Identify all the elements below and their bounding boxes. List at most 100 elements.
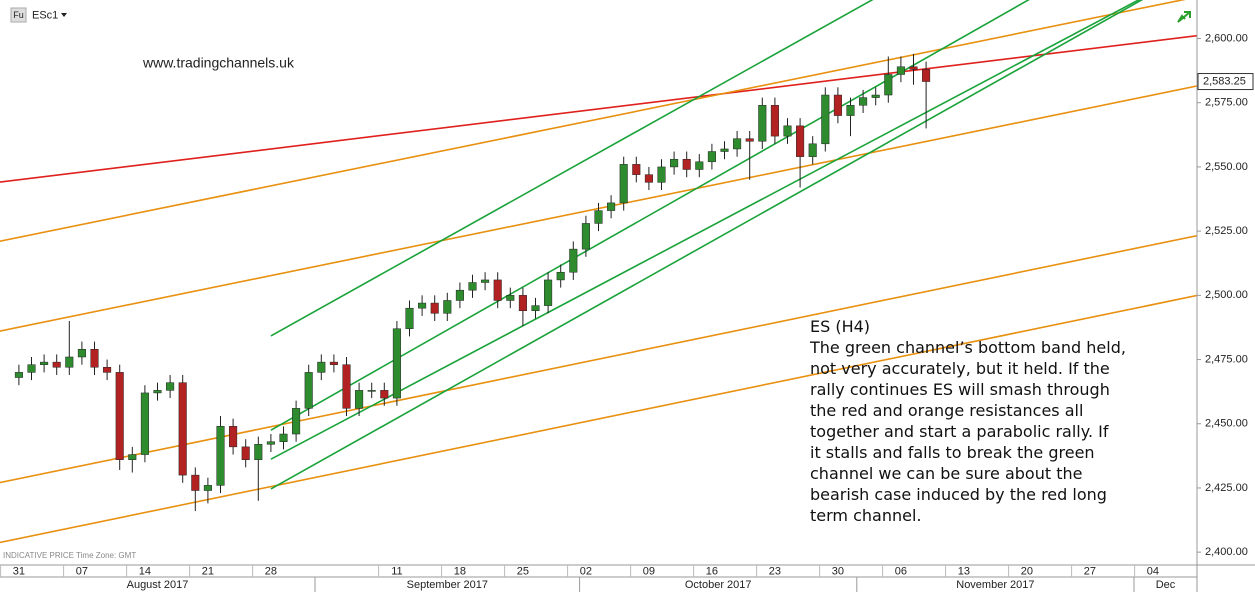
- x-tick-label: 28: [265, 565, 277, 577]
- y-tick-label: 2,475.00: [1205, 353, 1248, 365]
- x-tick-label: 16: [706, 565, 718, 577]
- candle-body: [14, 372, 23, 378]
- x-tick-label: 07: [76, 565, 88, 577]
- candle-body: [443, 300, 452, 314]
- annotation-line: bearish case induced by the red long: [810, 485, 1107, 504]
- candle-body: [166, 382, 175, 391]
- candle-body: [203, 485, 212, 491]
- candle-body: [140, 392, 149, 455]
- candle-body: [279, 433, 288, 442]
- candle-body: [518, 295, 527, 312]
- candle-body: [783, 125, 792, 137]
- trend-icon[interactable]: [1177, 11, 1191, 23]
- candle-body: [241, 446, 250, 460]
- x-tick-label: 30: [832, 565, 844, 577]
- candle-body: [405, 307, 414, 329]
- candle-body: [544, 279, 553, 306]
- website: www.tradingchannels.uk: [142, 55, 295, 71]
- x-tick-label: 09: [643, 565, 655, 577]
- x-tick-label: 18: [454, 565, 466, 577]
- candle-body: [128, 454, 137, 460]
- y-tick-label: 2,500.00: [1205, 289, 1248, 301]
- candle-body: [216, 426, 225, 486]
- candle-body: [682, 158, 691, 170]
- candle-body: [859, 97, 868, 106]
- month-label: October 2017: [685, 579, 752, 591]
- candle-body: [607, 202, 616, 211]
- x-tick-label: 27: [1084, 565, 1096, 577]
- candle-body: [191, 474, 200, 491]
- dropdown-arrow[interactable]: [61, 13, 67, 17]
- candle-body: [392, 328, 401, 399]
- candle-body: [52, 361, 61, 368]
- trendline: [0, 234, 1197, 484]
- trendline: [270, 0, 1030, 431]
- candle-body: [103, 367, 112, 373]
- candle-body: [581, 223, 590, 250]
- trendline: [270, 0, 1144, 490]
- last-price-label: 2,583.25: [1203, 75, 1246, 87]
- candle-body: [896, 66, 905, 75]
- candle-body: [644, 174, 653, 183]
- candle-body: [329, 361, 338, 365]
- candle-body: [531, 305, 540, 312]
- candle-body: [430, 302, 439, 314]
- month-label: Dec: [1156, 579, 1176, 591]
- candle-body: [833, 94, 842, 116]
- candle-body: [670, 158, 679, 168]
- candle-body: [657, 166, 666, 183]
- symbol[interactable]: ESc1: [32, 9, 58, 21]
- annotation-line: The green channel’s bottom band held,: [809, 338, 1126, 357]
- candle-body: [695, 161, 704, 170]
- candle-body: [304, 372, 313, 409]
- y-tick-label: 2,425.00: [1205, 482, 1248, 494]
- annotation-line: channel we can be sure about the: [810, 464, 1082, 483]
- y-tick-label: 2,575.00: [1205, 97, 1248, 109]
- badge: Fu: [13, 10, 24, 20]
- annotation-line: it stalls and falls to break the green: [810, 443, 1095, 462]
- candle-body: [796, 125, 805, 157]
- candle-body: [380, 390, 389, 399]
- x-tick-label: 04: [1147, 565, 1159, 577]
- candle-body: [821, 94, 830, 145]
- x-tick-label: 14: [139, 565, 151, 577]
- candle-body: [808, 143, 817, 157]
- month-label: August 2017: [127, 579, 189, 591]
- badge-box[interactable]: [10, 7, 27, 23]
- candle-body: [556, 271, 565, 281]
- y-tick-label: 2,400.00: [1205, 546, 1248, 558]
- candle-body: [367, 390, 376, 392]
- candle-body: [292, 408, 301, 435]
- candle-body: [317, 361, 326, 373]
- candle-body: [594, 210, 603, 224]
- candle-body: [355, 390, 364, 409]
- x-tick-label: 06: [895, 565, 907, 577]
- annotation-line: ES (H4): [810, 317, 870, 336]
- candle-body: [871, 94, 880, 98]
- candle-body: [770, 105, 779, 137]
- candle-body: [733, 138, 742, 150]
- month-label: September 2017: [407, 579, 488, 591]
- candle-body: [455, 289, 464, 301]
- trendline: [0, 294, 1197, 544]
- candle-body: [229, 426, 238, 448]
- candle-body: [254, 444, 263, 460]
- candle-body: [65, 356, 74, 368]
- candle-body: [153, 390, 162, 394]
- x-tick-label: 02: [580, 565, 592, 577]
- annotation-line: rally continues ES will smash through: [810, 380, 1110, 399]
- trendline: [270, 0, 874, 337]
- annotation-line: the red and orange resistances all: [810, 401, 1083, 420]
- trendline: [0, 0, 1186, 242]
- candle-body: [619, 164, 628, 204]
- candle-body: [115, 372, 124, 460]
- candle-body: [707, 151, 716, 163]
- candle-body: [846, 105, 855, 116]
- candle-body: [178, 382, 187, 476]
- candle-body: [884, 74, 893, 96]
- candle-body: [481, 279, 490, 283]
- x-tick-label: 20: [1021, 565, 1033, 577]
- candle-body: [506, 295, 515, 301]
- candle-body: [27, 364, 36, 373]
